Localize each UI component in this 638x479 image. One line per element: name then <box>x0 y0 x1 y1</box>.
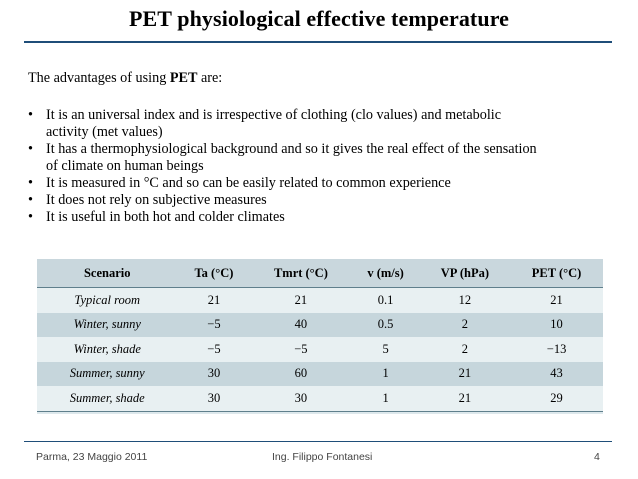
scenario-cell: Summer, sunny <box>37 361 178 386</box>
table-cell: −13 <box>510 337 603 362</box>
list-item: • It has a thermophysiological backgroun… <box>28 141 613 175</box>
table-row: Winter, sunny −5 40 0.5 2 10 <box>37 312 603 337</box>
scenario-cell: Winter, shade <box>37 337 178 362</box>
pet-table-container: Scenario Ta (°C) Tmrt (°C) v (m/s) VP (h… <box>37 259 603 414</box>
intro-after: are: <box>197 70 223 86</box>
bullet-text-line1: It is useful in both hot and colder clim… <box>46 209 285 225</box>
title-divider <box>24 41 612 43</box>
footer-divider <box>24 441 612 442</box>
pet-scenario-table: Scenario Ta (°C) Tmrt (°C) v (m/s) VP (h… <box>37 259 603 412</box>
intro-bold: PET <box>169 70 198 86</box>
table-row: Summer, sunny 30 60 1 21 43 <box>37 361 603 386</box>
intro-before: The advantages of using <box>28 70 170 86</box>
scenario-cell: Summer, shade <box>37 386 178 412</box>
table-row: Typical room 21 21 0.1 12 21 <box>37 287 603 313</box>
table-cell: 29 <box>510 386 603 412</box>
table-cell: 1 <box>351 361 420 386</box>
column-header: PET (°C) <box>510 259 603 288</box>
table-cell: 21 <box>419 361 511 386</box>
page-number: 4 <box>594 451 600 463</box>
slide-title: PET physiological effective temperature <box>128 6 510 31</box>
bullet-text-line1: It has a thermophysiological background … <box>46 141 537 157</box>
bullet-icon: • <box>28 192 33 208</box>
bullet-icon: • <box>28 209 33 225</box>
bullet-text-line2: of climate on human beings <box>46 158 204 174</box>
bullet-text-line1: It is measured in °C and so can be easil… <box>46 175 451 191</box>
list-item: • It is measured in °C and so can be eas… <box>28 175 613 192</box>
column-header: Scenario <box>37 259 178 288</box>
table-cell: 2 <box>419 337 511 362</box>
table-cell: 60 <box>250 361 352 386</box>
table-cell: 5 <box>351 337 420 362</box>
list-item: • It does not rely on subjective measure… <box>28 192 613 209</box>
bullet-icon: • <box>28 107 33 123</box>
column-header: Tmrt (°C) <box>250 259 352 288</box>
table-cell: 0.5 <box>351 312 420 337</box>
table-cell: 2 <box>419 312 511 337</box>
table-cell: 30 <box>177 386 251 412</box>
table-row: Summer, shade 30 30 1 21 29 <box>37 386 603 412</box>
table-row: Winter, shade −5 −5 5 2 −13 <box>37 337 603 362</box>
bullet-text-line2: activity (met values) <box>46 124 163 140</box>
table-cell: 30 <box>177 361 251 386</box>
table-cell: 21 <box>419 386 511 412</box>
table-cell: 10 <box>510 312 603 337</box>
table-cell: 12 <box>419 287 511 313</box>
bullet-text-line1: It does not rely on subjective measures <box>46 192 267 208</box>
table-cell: 21 <box>250 287 352 313</box>
table-cell: 43 <box>510 361 603 386</box>
advantages-list: • It is an universal index and is irresp… <box>28 107 613 226</box>
table-cell: 0.1 <box>351 287 420 313</box>
column-header: VP (hPa) <box>419 259 511 288</box>
table-cell: 40 <box>250 312 352 337</box>
table-cell: 21 <box>177 287 251 313</box>
table-cell: 1 <box>351 386 420 412</box>
footer-author: Ing. Filippo Fontanesi <box>272 451 373 463</box>
table-cell: 21 <box>510 287 603 313</box>
list-item: • It is an universal index and is irresp… <box>28 107 613 141</box>
table-cell: −5 <box>250 337 352 362</box>
intro-text: The advantages of using PET are: <box>28 70 222 87</box>
table-cell: 30 <box>250 386 352 412</box>
table-header-row: Scenario Ta (°C) Tmrt (°C) v (m/s) VP (h… <box>37 259 603 288</box>
footer-date: Parma, 23 Maggio 2011 <box>36 451 148 463</box>
table-cell: −5 <box>177 337 251 362</box>
table-cell: −5 <box>177 312 251 337</box>
bullet-icon: • <box>28 175 33 191</box>
scenario-cell: Typical room <box>37 287 178 313</box>
column-header: v (m/s) <box>351 259 420 288</box>
bullet-text-line1: It is an universal index and is irrespec… <box>46 107 502 123</box>
scenario-cell: Winter, sunny <box>37 312 178 337</box>
bullet-icon: • <box>28 141 33 157</box>
column-header: Ta (°C) <box>177 259 251 288</box>
list-item: • It is useful in both hot and colder cl… <box>28 209 613 226</box>
